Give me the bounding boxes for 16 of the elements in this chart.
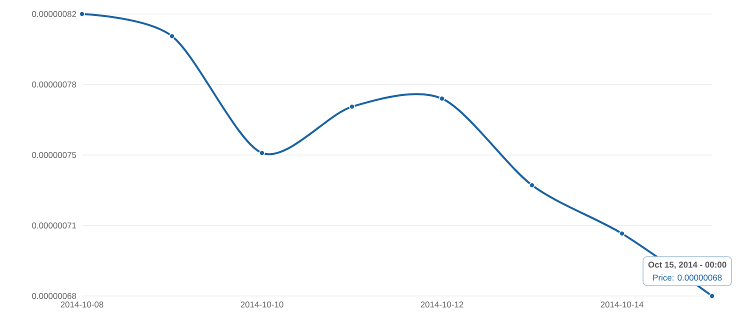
- y-tick-label: 0.00000075: [32, 152, 76, 158]
- annotation: Price: 0.00000068: [653, 274, 722, 281]
- point: [169, 33, 175, 40]
- x-tick-label: 2014-10-14: [600, 302, 644, 308]
- y-tick-label: 0.00000071: [32, 222, 76, 228]
- x-tick-label: 2014-10-12: [420, 302, 464, 308]
- point: [619, 230, 625, 236]
- annotation: Oct 15, 2014 - 00:00: [648, 262, 726, 269]
- point: [709, 293, 715, 299]
- x-tick-label: 2014-10-08: [60, 302, 104, 308]
- y-tick-label: 0.00000068: [32, 293, 76, 299]
- y-tick-label: 0.00000082: [32, 11, 76, 17]
- x-tick-label: 2014-10-10: [240, 302, 284, 308]
- point: [259, 150, 265, 156]
- point: [79, 11, 85, 17]
- y-tick-label: 0.00000078: [32, 82, 76, 88]
